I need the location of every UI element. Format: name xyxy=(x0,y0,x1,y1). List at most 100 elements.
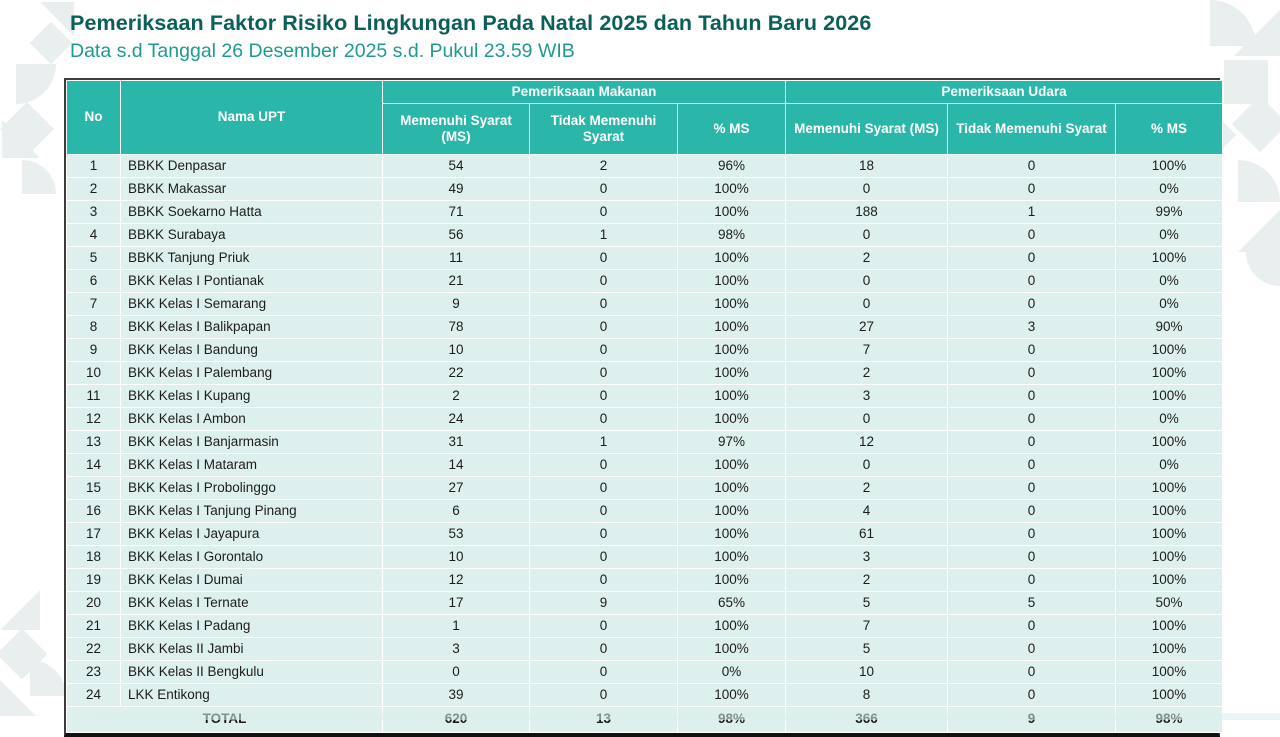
col-header-udara-ms: Memenuhi Syarat (MS) xyxy=(785,103,948,155)
cell-udara-pct-ms: 100% xyxy=(1114,246,1224,270)
cell-no: 1 xyxy=(66,154,121,178)
cell-udara-ms: 0 xyxy=(785,223,948,247)
cell-makanan-ms: 6 xyxy=(382,499,530,523)
cell-makanan-pct-ms: 100% xyxy=(677,407,786,431)
cell-udara-ms: 0 xyxy=(785,292,948,316)
cell-nama-upt: BBKK Denpasar xyxy=(120,154,383,178)
cell-udara-ms: 2 xyxy=(785,568,948,592)
table-row: 10 BKK Kelas I Palembang 22 0 100% 2 0 100% xyxy=(66,361,1224,385)
cell-nama-upt: BBKK Tanjung Priuk xyxy=(120,246,383,270)
cell-udara-ms: 5 xyxy=(785,637,948,661)
cell-makanan-ms: 54 xyxy=(382,154,530,178)
table-header: No Nama UPT Pemeriksaan Makanan Pemeriks… xyxy=(66,80,1224,155)
table-row: 1 BBKK Denpasar 54 2 96% 18 0 100% xyxy=(66,154,1224,178)
cell-makanan-ms: 9 xyxy=(382,292,530,316)
cell-no: 8 xyxy=(66,315,121,339)
cell-makanan-pct-ms: 100% xyxy=(677,637,786,661)
cell-no: 17 xyxy=(66,522,121,546)
cell-no: 23 xyxy=(66,660,121,684)
cell-udara-pct-ms: 100% xyxy=(1114,476,1224,500)
cell-udara-pct-ms: 99% xyxy=(1114,200,1224,224)
cell-udara-tms: 0 xyxy=(947,384,1116,408)
cell-udara-ms: 7 xyxy=(785,338,948,362)
cell-udara-pct-ms: 100% xyxy=(1114,683,1224,707)
cell-makanan-tms: 0 xyxy=(529,545,678,569)
cell-makanan-ms: 10 xyxy=(382,338,530,362)
cell-udara-tms: 1 xyxy=(947,200,1116,224)
cell-makanan-ms: 22 xyxy=(382,361,530,385)
cell-no: 11 xyxy=(66,384,121,408)
cell-nama-upt: BKK Kelas I Jayapura xyxy=(120,522,383,546)
cell-udara-tms: 0 xyxy=(947,476,1116,500)
table-row: 2 BBKK Makassar 49 0 100% 0 0 0% xyxy=(66,177,1224,201)
cell-makanan-pct-ms: 100% xyxy=(677,568,786,592)
page-title: Pemeriksaan Faktor Risiko Lingkungan Pad… xyxy=(70,11,872,35)
cell-nama-upt: BKK Kelas II Bengkulu xyxy=(120,660,383,684)
cell-makanan-tms: 0 xyxy=(529,683,678,707)
table-row: 18 BKK Kelas I Gorontalo 10 0 100% 3 0 100% xyxy=(66,545,1224,569)
table-row: 4 BBKK Surabaya 56 1 98% 0 0 0% xyxy=(66,223,1224,247)
cell-makanan-pct-ms: 100% xyxy=(677,453,786,477)
cell-no: 19 xyxy=(66,568,121,592)
cell-makanan-tms: 0 xyxy=(529,568,678,592)
cell-makanan-ms: 39 xyxy=(382,683,530,707)
page-subtitle: Data s.d Tanggal 26 Desember 2025 s.d. P… xyxy=(70,39,575,62)
cell-makanan-pct-ms: 100% xyxy=(677,614,786,638)
cell-udara-pct-ms: 100% xyxy=(1114,522,1224,546)
cell-makanan-pct-ms: 100% xyxy=(677,269,786,293)
cell-udara-pct-ms: 100% xyxy=(1114,154,1224,178)
cell-udara-tms: 0 xyxy=(947,223,1116,247)
cell-udara-pct-ms: 0% xyxy=(1114,269,1224,293)
cell-udara-ms: 0 xyxy=(785,269,948,293)
cell-nama-upt: BKK Kelas I Balikpapan xyxy=(120,315,383,339)
cell-makanan-pct-ms: 100% xyxy=(677,384,786,408)
cell-makanan-tms: 0 xyxy=(529,177,678,201)
table-row: 13 BKK Kelas I Banjarmasin 31 1 97% 12 0 100% xyxy=(66,430,1224,454)
cell-makanan-tms: 2 xyxy=(529,154,678,178)
cell-no: 10 xyxy=(66,361,121,385)
cell-udara-tms: 0 xyxy=(947,407,1116,431)
cell-no: 3 xyxy=(66,200,121,224)
cell-makanan-tms: 0 xyxy=(529,407,678,431)
cell-makanan-pct-ms: 65% xyxy=(677,591,786,615)
cell-makanan-ms: 2 xyxy=(382,384,530,408)
table-row: 19 BKK Kelas I Dumai 12 0 100% 2 0 100% xyxy=(66,568,1224,592)
cell-udara-pct-ms: 0% xyxy=(1114,292,1224,316)
cell-makanan-pct-ms: 100% xyxy=(677,246,786,270)
cell-makanan-tms: 0 xyxy=(529,453,678,477)
cell-udara-ms: 5 xyxy=(785,591,948,615)
inspection-table: No Nama UPT Pemeriksaan Makanan Pemeriks… xyxy=(66,80,1224,733)
header: Pemeriksaan Faktor Risiko Lingkungan Pad… xyxy=(70,10,1170,63)
cell-udara-pct-ms: 100% xyxy=(1114,614,1224,638)
table-row: 22 BKK Kelas II Jambi 3 0 100% 5 0 100% xyxy=(66,637,1224,661)
cell-udara-pct-ms: 100% xyxy=(1114,545,1224,569)
cell-udara-ms: 61 xyxy=(785,522,948,546)
cell-makanan-tms: 0 xyxy=(529,499,678,523)
cell-udara-ms: 7 xyxy=(785,614,948,638)
cell-no: 13 xyxy=(66,430,121,454)
cell-makanan-pct-ms: 98% xyxy=(677,223,786,247)
cell-no: 22 xyxy=(66,637,121,661)
cell-makanan-ms: 3 xyxy=(382,637,530,661)
cell-makanan-tms: 0 xyxy=(529,315,678,339)
cell-udara-ms: 3 xyxy=(785,384,948,408)
col-header-no: No xyxy=(66,80,121,155)
cell-makanan-tms: 0 xyxy=(529,522,678,546)
cell-udara-ms: 2 xyxy=(785,476,948,500)
table-row: 20 BKK Kelas I Ternate 17 9 65% 5 5 50% xyxy=(66,591,1224,615)
cell-makanan-tms: 0 xyxy=(529,660,678,684)
cell-nama-upt: BKK Kelas I Ambon xyxy=(120,407,383,431)
cell-nama-upt: BKK Kelas I Semarang xyxy=(120,292,383,316)
cell-makanan-pct-ms: 100% xyxy=(677,499,786,523)
cell-makanan-pct-ms: 97% xyxy=(677,430,786,454)
table-row: 8 BKK Kelas I Balikpapan 78 0 100% 27 3 90% xyxy=(66,315,1224,339)
cell-no: 2 xyxy=(66,177,121,201)
cell-makanan-tms: 0 xyxy=(529,384,678,408)
cell-nama-upt: BKK Kelas I Mataram xyxy=(120,453,383,477)
cell-makanan-ms: 56 xyxy=(382,223,530,247)
table-row: 5 BBKK Tanjung Priuk 11 0 100% 2 0 100% xyxy=(66,246,1224,270)
cell-nama-upt: BKK Kelas I Pontianak xyxy=(120,269,383,293)
table-row: 9 BKK Kelas I Bandung 10 0 100% 7 0 100% xyxy=(66,338,1224,362)
cell-makanan-ms: 78 xyxy=(382,315,530,339)
cell-udara-ms: 10 xyxy=(785,660,948,684)
